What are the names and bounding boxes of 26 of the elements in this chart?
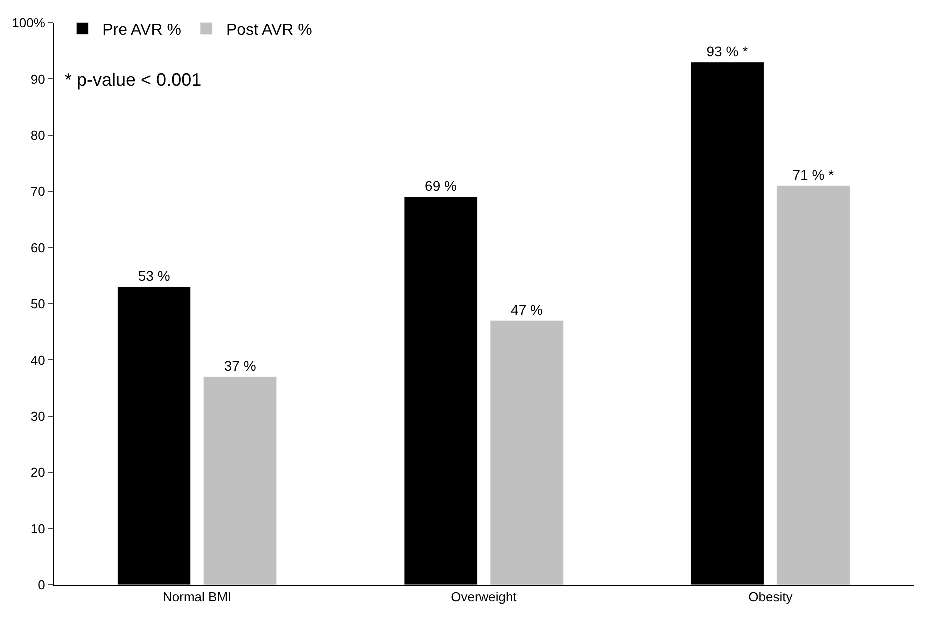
y-tick-label: 30 xyxy=(30,408,46,424)
data-label: 47 % xyxy=(511,302,543,318)
x-tick-label: Overweight xyxy=(451,590,518,605)
y-tick-label: 0 xyxy=(38,578,46,593)
bar xyxy=(490,320,564,585)
data-label: 93 % * xyxy=(706,43,749,60)
bar xyxy=(776,186,850,585)
legend-label: Pre AVR % xyxy=(102,22,182,39)
y-tick-label: 50 xyxy=(30,296,46,312)
x-tick-label: Normal BMI xyxy=(163,590,232,605)
legend-label: Post AVR % xyxy=(226,22,312,39)
bar xyxy=(204,376,278,585)
annotation: * p-value < 0.001 xyxy=(65,70,202,90)
y-tick-label: 70 xyxy=(30,184,46,200)
data-label: 69 % xyxy=(425,178,457,194)
data-label: 71 % * xyxy=(792,166,835,183)
y-tick-label: 100% xyxy=(12,16,46,31)
y-tick-label: 20 xyxy=(30,465,46,480)
y-tick-label: 40 xyxy=(30,352,46,368)
y-tick-label: 90 xyxy=(30,72,46,87)
y-tick-label: 10 xyxy=(30,521,46,536)
y-tick-label: 60 xyxy=(30,240,46,256)
y-tick-label: 80 xyxy=(30,128,46,143)
data-label: 53 % xyxy=(138,268,170,284)
x-tick-label: Obesity xyxy=(748,590,794,605)
data-label: 37 % xyxy=(224,358,256,374)
